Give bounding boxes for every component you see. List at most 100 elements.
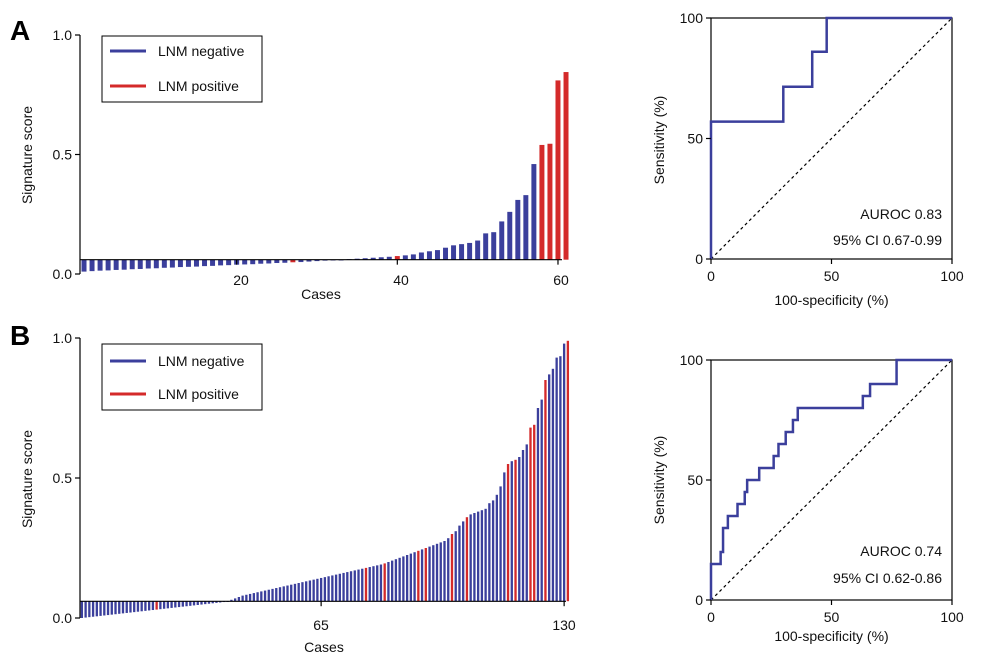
bar-b-1	[80, 601, 84, 618]
panel-letter-a: A	[10, 15, 30, 46]
bar-a-1	[81, 259, 87, 272]
y-tick-label-a-0: 0.0	[53, 266, 73, 282]
bar-b-84	[391, 560, 394, 602]
bar-a-53	[499, 221, 505, 260]
x-axis-title-a: Cases	[301, 286, 341, 302]
roc-auroc-a: AUROC 0.83	[860, 206, 942, 222]
bar-b-16	[136, 601, 140, 612]
bar-b-114	[503, 472, 506, 602]
bar-b-46	[248, 593, 252, 602]
bar-a-2	[89, 259, 95, 272]
bar-b-19	[148, 601, 151, 611]
roc-ci-b: 95% CI 0.62-0.86	[833, 570, 942, 586]
bar-b-78	[368, 567, 371, 602]
bar-a-49	[467, 242, 473, 260]
bar-b-123	[536, 408, 540, 602]
roc-ci-a: 95% CI 0.67-0.99	[833, 232, 942, 248]
bar-a-61	[563, 72, 569, 260]
bar-a-56	[523, 195, 529, 260]
bar-a-48	[459, 244, 465, 260]
bar-a-13	[177, 259, 183, 268]
bar-b-88	[405, 555, 409, 602]
bar-b-103	[462, 521, 465, 602]
y-axis-title-a: Signature score	[19, 106, 35, 204]
bar-a-7	[129, 259, 135, 270]
bar-a-3	[97, 259, 103, 271]
bar-a-40	[394, 256, 400, 260]
legend-b: LNM negative LNM positive	[101, 343, 263, 411]
roc-y-tick-label-a-1: 50	[687, 131, 703, 147]
bar-b-109	[484, 508, 487, 602]
bar-b-100	[450, 534, 454, 602]
bar-a-12	[169, 259, 175, 268]
bar-b-107	[476, 511, 480, 602]
x-tick-label-a-0: 20	[233, 272, 249, 288]
bar-b-63	[312, 579, 315, 602]
roc-reference-line-b	[710, 359, 953, 601]
roc-chart-b: 0 50 100 0 50 100 100-specificity (%) Se…	[651, 352, 964, 644]
bar-b-21	[155, 601, 158, 610]
bar-b-89	[409, 553, 413, 602]
roc-ticks-a	[706, 17, 953, 264]
bar-a-44	[426, 251, 432, 260]
roc-x-axis-title-a: 100-specificity (%)	[774, 292, 888, 308]
x-axis-title-b: Cases	[304, 639, 344, 655]
bar-b-93	[424, 548, 427, 602]
bar-b-31	[192, 601, 196, 606]
bar-b-17	[140, 601, 143, 612]
x-tick-label-b-1: 130	[552, 617, 576, 633]
bar-b-72	[346, 572, 349, 602]
bar-a-29	[306, 259, 312, 262]
bar-b-64	[316, 578, 319, 602]
bar-b-4	[91, 601, 95, 617]
roc-y-axis-title-b: Sensitivity (%)	[651, 436, 667, 525]
bar-b-62	[308, 580, 312, 602]
bar-b-99	[447, 538, 450, 602]
bar-b-20	[151, 601, 155, 611]
bar-b-81	[379, 564, 383, 602]
y-tick-label-a-1: 0.5	[53, 147, 73, 163]
bar-a-38	[378, 257, 384, 260]
bar-b-129	[559, 356, 562, 602]
bar-b-112	[495, 494, 498, 602]
bar-b-67	[327, 576, 330, 602]
bar-a-52	[491, 232, 497, 260]
bar-b-65	[319, 577, 323, 602]
bar-b-118	[518, 457, 521, 602]
bar-b-51	[267, 589, 270, 602]
bar-b-119	[521, 450, 525, 602]
x-tick-label-b-0: 65	[313, 617, 329, 633]
roc-x-tick-label-a-2: 100	[940, 268, 964, 284]
bar-b-35	[207, 601, 211, 604]
bar-a-47	[451, 245, 457, 260]
bar-b-94	[428, 546, 431, 602]
bar-b-14	[129, 601, 132, 613]
bar-b-97	[439, 542, 442, 602]
bar-b-95	[432, 545, 435, 602]
bar-b-2	[84, 601, 87, 618]
bar-b-102	[458, 525, 461, 602]
bar-b-50	[263, 590, 267, 602]
bar-b-115	[506, 464, 510, 602]
y-tick-label-b-1: 0.5	[53, 470, 73, 486]
bar-a-27	[290, 259, 296, 263]
bar-a-30	[314, 259, 320, 262]
bar-b-124	[540, 399, 543, 602]
x-tick-label-a-1: 40	[393, 272, 409, 288]
bar-b-56	[286, 585, 289, 602]
bar-b-70	[338, 573, 341, 602]
bar-a-36	[362, 258, 368, 260]
legend-a: LNM negative LNM positive	[101, 35, 263, 103]
bar-b-73	[349, 571, 353, 602]
roc-x-tick-label-a-0: 0	[707, 268, 715, 284]
bar-b-12	[121, 601, 125, 614]
bar-b-37	[215, 601, 218, 603]
bar-b-13	[125, 601, 128, 613]
bar-ticks-b	[75, 337, 565, 619]
bar-b-23	[162, 601, 166, 609]
bar-b-66	[323, 577, 327, 602]
bar-b-121	[529, 427, 532, 602]
bar-b-76	[361, 568, 364, 602]
bar-a-5	[113, 259, 119, 270]
x-tick-label-a-2: 60	[553, 272, 569, 288]
